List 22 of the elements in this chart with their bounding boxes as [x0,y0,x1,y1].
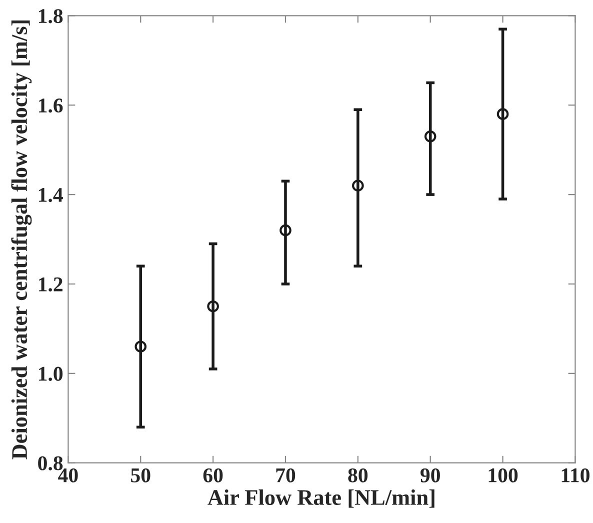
point [280,224,292,236]
y-tick-label: 1.2 [38,277,62,292]
x-tick-label: 100 [488,468,518,482]
y-tick-label: 1.4 [38,188,63,202]
point [134,340,147,352]
point [424,130,436,142]
x-axis-title: Air Flow Rate [NL/min] [208,489,434,508]
x-tick-label: 60 [203,468,223,482]
x-tick-label: 50 [131,468,150,482]
point [496,108,509,120]
y-axis-title: Deionized water centrifugal flow velocity [m/s] [11,20,32,460]
x-tick-label: 90 [420,468,440,482]
y-tick-label: 1.8 [38,9,63,24]
x-tick-label: 110 [562,468,590,482]
point [352,180,364,192]
y-tick-label: 1.6 [38,98,63,113]
x-tick-label: 70 [276,468,296,482]
x-tick-label: 80 [348,468,368,482]
y-tick-label: 0.8 [38,456,63,470]
point [207,300,219,312]
x-tick-label: 40 [58,468,78,482]
y-tick-label: 1.0 [38,366,63,381]
